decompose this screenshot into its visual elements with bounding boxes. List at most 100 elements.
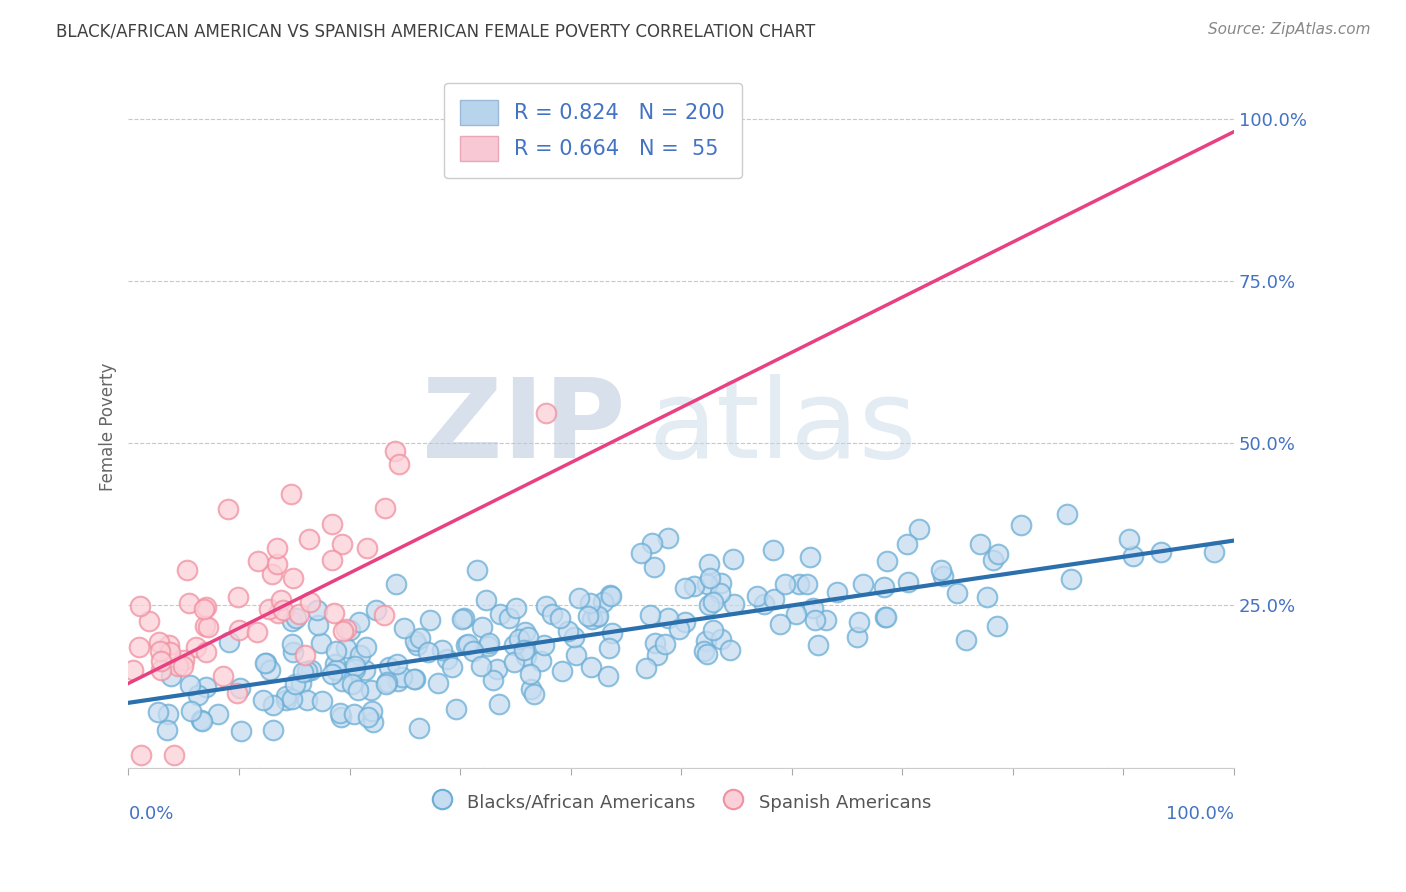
Point <box>281 615 304 629</box>
Point <box>488 697 510 711</box>
Point <box>845 631 868 645</box>
Point <box>321 517 343 532</box>
Point <box>254 656 277 670</box>
Point <box>190 713 212 727</box>
Point <box>207 707 229 722</box>
Point <box>270 592 292 607</box>
Point <box>325 657 347 671</box>
Point <box>498 611 520 625</box>
Point <box>875 609 897 624</box>
Point <box>194 619 217 633</box>
Point <box>292 665 315 680</box>
Point <box>194 599 217 614</box>
Point <box>477 640 499 654</box>
Point <box>551 664 574 678</box>
Point <box>470 620 492 634</box>
Point <box>710 576 733 591</box>
Point <box>562 630 585 644</box>
Point <box>254 656 277 670</box>
Point <box>515 649 537 664</box>
Point <box>266 541 288 555</box>
Point <box>162 747 184 762</box>
Point <box>598 641 620 656</box>
Point <box>373 501 395 516</box>
Point <box>385 577 408 591</box>
Point <box>335 641 357 656</box>
Point <box>128 640 150 654</box>
Point <box>576 609 599 624</box>
Point <box>699 598 721 612</box>
Point <box>260 566 283 581</box>
Point <box>288 607 311 621</box>
Point <box>630 546 652 560</box>
Point <box>762 543 785 558</box>
Point <box>418 645 440 659</box>
Point <box>339 623 361 637</box>
Point <box>246 624 269 639</box>
Point <box>702 623 724 637</box>
Point <box>801 601 824 615</box>
Point <box>519 682 541 697</box>
Point <box>257 602 280 616</box>
Point <box>456 638 478 652</box>
Point <box>503 639 526 653</box>
Point <box>602 626 624 640</box>
Point <box>149 643 172 657</box>
Point <box>673 615 696 630</box>
Point <box>796 577 818 591</box>
Point <box>387 673 409 688</box>
Point <box>281 637 304 651</box>
Point <box>360 704 382 718</box>
Point <box>156 723 179 737</box>
Point <box>432 643 454 657</box>
Point <box>876 554 898 568</box>
Point <box>195 681 218 695</box>
Point <box>285 611 308 625</box>
Point <box>343 659 366 673</box>
Text: ZIP: ZIP <box>422 374 626 481</box>
Point <box>330 537 353 551</box>
Point <box>325 644 347 658</box>
Point <box>299 663 322 677</box>
Point <box>307 603 329 617</box>
Point <box>641 536 664 550</box>
Point <box>138 615 160 629</box>
Point <box>159 645 181 659</box>
Point <box>599 589 621 603</box>
Point <box>763 591 786 606</box>
Point <box>986 619 1008 633</box>
Point <box>274 690 297 704</box>
Point <box>945 586 967 600</box>
Point <box>475 593 498 607</box>
Point <box>581 612 603 626</box>
Point <box>440 660 463 674</box>
Point <box>745 589 768 603</box>
Point <box>465 563 488 577</box>
Point <box>364 602 387 616</box>
Point <box>231 723 253 738</box>
Point <box>228 624 250 638</box>
Point <box>1059 572 1081 586</box>
Point <box>228 681 250 695</box>
Point <box>932 569 955 583</box>
Point <box>167 659 190 673</box>
Point <box>177 596 200 610</box>
Point <box>193 602 215 616</box>
Point <box>565 648 588 662</box>
Point <box>773 577 796 591</box>
Point <box>281 645 304 659</box>
Point <box>702 595 724 609</box>
Point <box>907 522 929 536</box>
Point <box>160 669 183 683</box>
Point <box>873 610 896 624</box>
Point <box>427 676 450 690</box>
Point <box>668 622 690 636</box>
Point <box>388 458 411 472</box>
Point <box>450 612 472 626</box>
Point <box>568 591 591 606</box>
Text: Source: ZipAtlas.com: Source: ZipAtlas.com <box>1208 22 1371 37</box>
Point <box>534 406 557 420</box>
Point <box>311 694 333 708</box>
Point <box>695 633 717 648</box>
Point <box>297 664 319 678</box>
